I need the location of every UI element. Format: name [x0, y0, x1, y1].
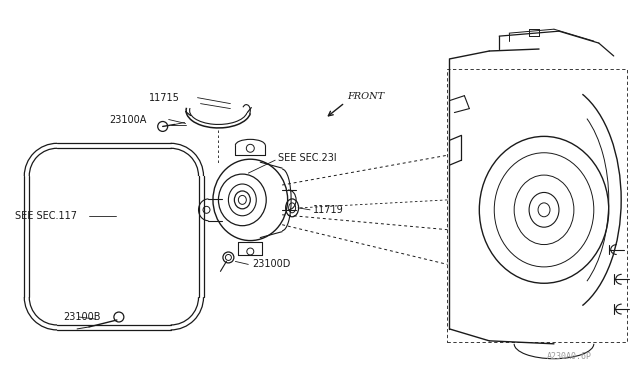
Text: 11719: 11719 — [313, 205, 344, 215]
Text: A230A0.6P: A230A0.6P — [547, 352, 591, 361]
Text: 23100A: 23100A — [109, 115, 147, 125]
Text: SEE SEC.117: SEE SEC.117 — [15, 211, 77, 221]
Text: 23100D: 23100D — [252, 259, 291, 269]
Text: FRONT: FRONT — [347, 92, 384, 101]
Text: 23100B: 23100B — [63, 312, 100, 322]
Bar — [447, 69, 627, 342]
Text: SEE SEC.23l: SEE SEC.23l — [278, 153, 337, 163]
Text: 11715: 11715 — [148, 93, 180, 103]
